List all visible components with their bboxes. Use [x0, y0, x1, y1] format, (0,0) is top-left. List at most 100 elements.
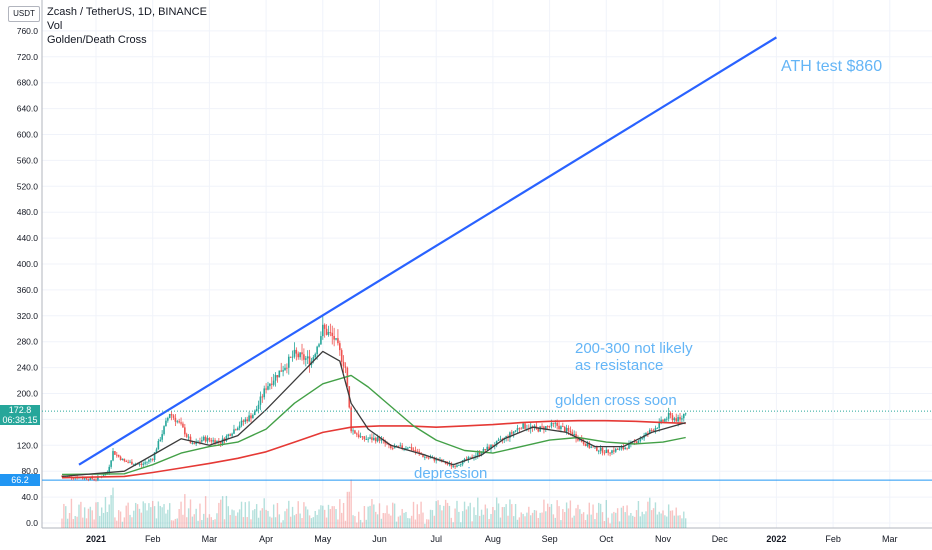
candle-body: [64, 476, 67, 478]
ath-annotation[interactable]: ATH test $860: [781, 58, 883, 75]
candle-body: [401, 445, 403, 449]
candle-body: [537, 427, 540, 432]
volume-bar: [291, 506, 294, 528]
candle-body: [329, 332, 332, 333]
candle-body: [367, 438, 369, 440]
volume-bar: [85, 518, 88, 528]
candle-body: [185, 434, 188, 437]
depression-annotation[interactable]: depression: [414, 465, 488, 482]
volume-bar: [512, 516, 515, 528]
candle-body: [452, 466, 455, 467]
candle-body: [85, 477, 88, 480]
volume-bar: [180, 501, 182, 528]
candle-body: [535, 425, 538, 428]
candle-body: [308, 356, 311, 365]
volume-bar: [547, 503, 549, 528]
candle-body: [208, 437, 211, 441]
volume-bar: [99, 515, 101, 528]
price-tick-label: 680.0: [17, 78, 39, 88]
candle-body: [278, 370, 281, 378]
volume-bar: [210, 517, 212, 528]
candle-body: [138, 463, 141, 465]
candle-body: [616, 448, 619, 450]
volume-bar: [427, 519, 430, 528]
candle-body: [662, 419, 664, 422]
candle-body: [613, 450, 615, 452]
currency-button[interactable]: USDT: [8, 6, 40, 22]
volume-bar: [267, 510, 269, 528]
candle-body: [284, 367, 286, 371]
candle-body: [463, 459, 466, 461]
volume-bar: [649, 497, 651, 528]
candle-body: [673, 418, 676, 421]
volume-bar: [91, 510, 93, 528]
candle-body: [97, 476, 99, 480]
candle-body: [569, 430, 572, 433]
resistance-annotation-line2[interactable]: as resistance: [575, 357, 664, 374]
candle-body: [306, 356, 309, 359]
candle-body: [261, 396, 264, 398]
volume-bar: [486, 508, 488, 528]
trendline[interactable]: [78, 36, 777, 466]
volume-bar: [550, 504, 553, 528]
volume-bar: [146, 510, 148, 528]
volume-bar: [482, 514, 485, 528]
candle-body: [422, 454, 424, 457]
volume-bar: [669, 510, 672, 528]
volume-bar: [514, 504, 517, 528]
candle-body: [450, 463, 453, 467]
volume-bar: [255, 504, 258, 528]
candle-body: [391, 447, 394, 449]
volume-bar: [112, 487, 114, 528]
candle-body: [590, 446, 592, 448]
volume-bar: [615, 512, 617, 528]
volume-bar: [392, 502, 394, 528]
candle-body: [486, 446, 489, 450]
candle-body: [240, 420, 243, 426]
volume-bar: [63, 503, 65, 528]
volume-bar: [558, 506, 560, 528]
volume-bar: [280, 522, 282, 528]
candle-body: [267, 386, 269, 390]
volume-bar: [163, 504, 165, 528]
volume-bar: [159, 505, 161, 528]
volume-bar: [119, 511, 122, 528]
symbol-title[interactable]: Zcash / TetherUS, 1D, BINANCE: [47, 6, 207, 18]
candle-body: [667, 413, 670, 419]
candle-body: [174, 417, 177, 422]
golden-cross-annotation[interactable]: golden cross soon: [555, 392, 677, 409]
candle-body: [303, 354, 305, 360]
price-axis[interactable]: 0.040.080.0120.0160.0200.0240.0280.0320.…: [17, 26, 39, 528]
candle-body: [318, 344, 320, 347]
candle-body: [61, 476, 63, 478]
volume-bar: [65, 506, 67, 528]
candle-body: [660, 419, 662, 422]
volume-bar: [282, 520, 284, 528]
volume-bar: [390, 515, 392, 528]
candle-body: [582, 441, 585, 444]
candle-body: [467, 457, 470, 460]
volume-indicator-label[interactable]: Vol: [47, 20, 63, 32]
volume-bar: [450, 517, 453, 528]
candle-body: [611, 450, 613, 454]
candle-body: [374, 437, 377, 442]
resistance-annotation-line1[interactable]: 200-300 not likely: [575, 340, 693, 357]
volume-bar: [375, 511, 377, 528]
candle-body: [178, 421, 180, 423]
candle-body: [157, 440, 160, 450]
candle-body: [509, 432, 511, 438]
last-price-value: 172.8: [8, 405, 32, 416]
price-tick-label: 40.0: [21, 492, 38, 502]
time-axis[interactable]: 2021 Feb Mar Apr May Jun Jul Aug Sep Oct Nov Dec 202…: [86, 534, 932, 544]
candle-body: [546, 426, 549, 427]
volume-bar: [83, 507, 86, 528]
candle-body: [81, 478, 84, 480]
volume-bar: [426, 519, 428, 528]
volume-bar: [465, 509, 468, 528]
cross-indicator-label[interactable]: Golden/Death Cross: [47, 34, 147, 46]
volume-bar: [104, 497, 107, 528]
candle-body: [248, 415, 250, 422]
candle-body: [110, 460, 112, 467]
volume-bar: [116, 520, 118, 528]
